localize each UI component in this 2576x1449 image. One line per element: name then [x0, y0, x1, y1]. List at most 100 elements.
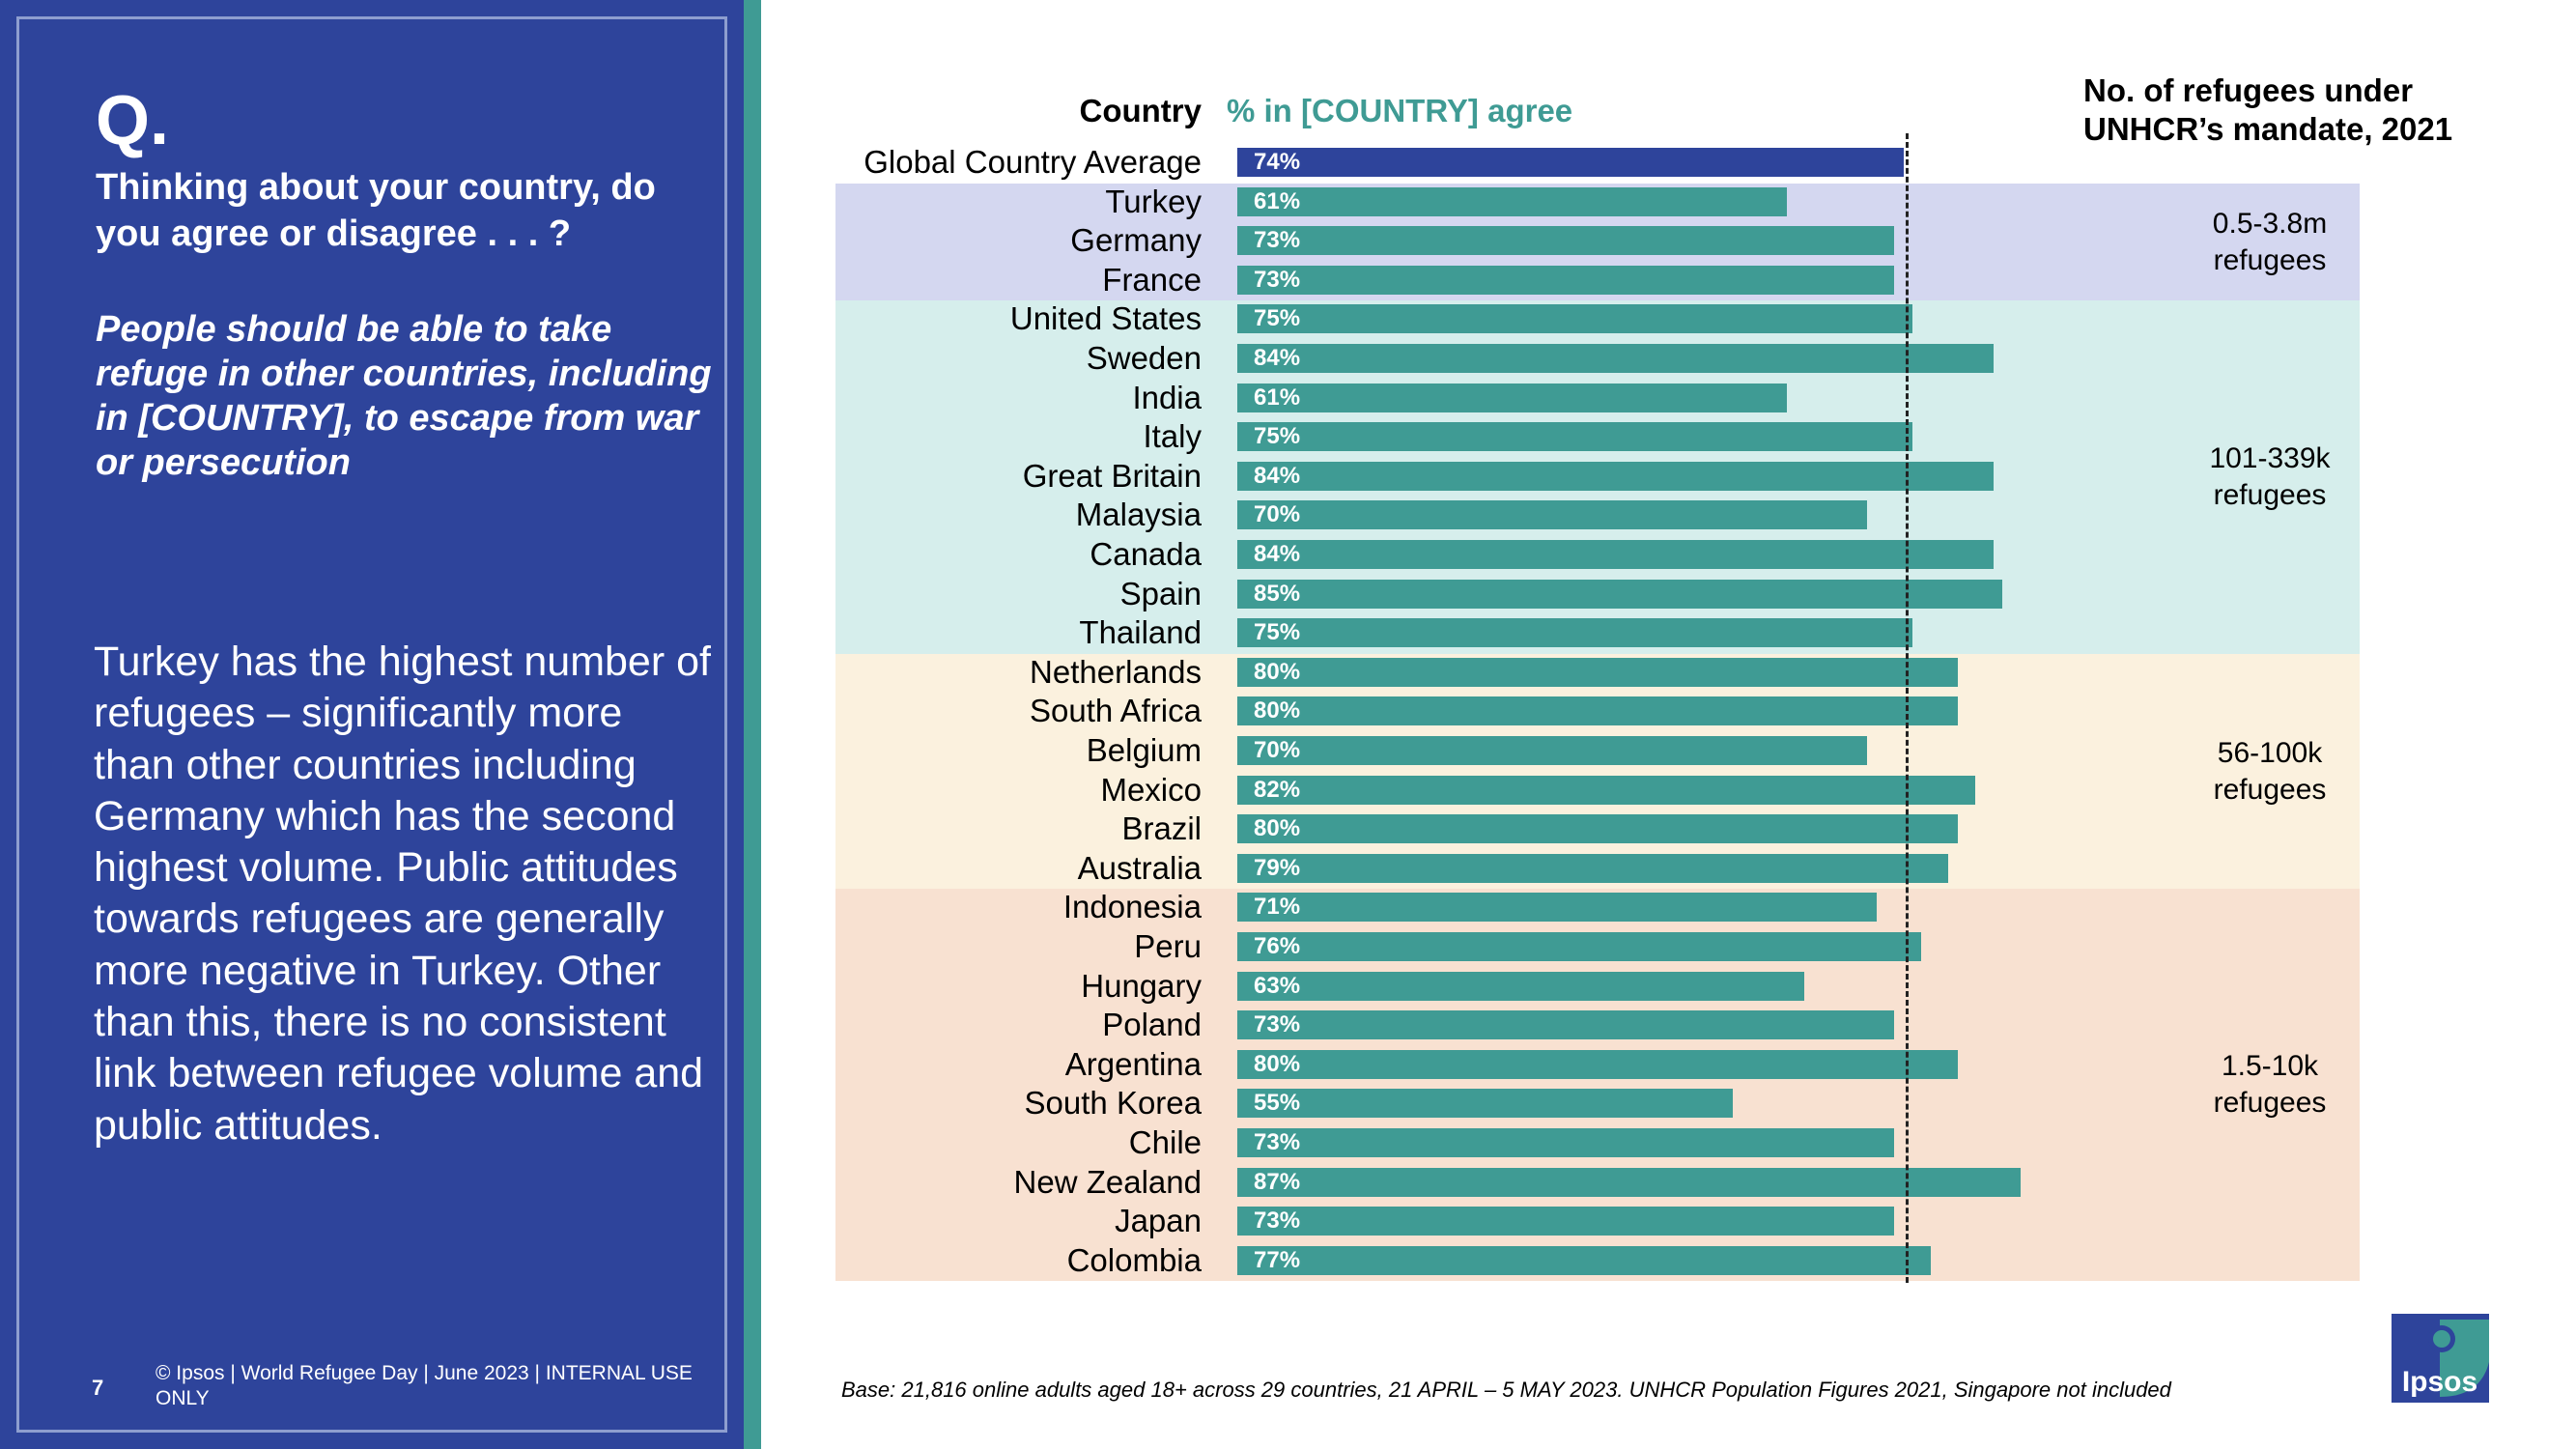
left-accent-stripe	[744, 0, 761, 1449]
country-bar	[1237, 344, 1994, 373]
bar-value-label: 70%	[1254, 737, 1301, 763]
bar-value-label: 77%	[1254, 1246, 1301, 1273]
question-text: Thinking about your country, do you agre…	[96, 167, 656, 254]
country-label: Argentina	[1064, 1045, 1202, 1082]
country-bar	[1237, 304, 1912, 334]
country-label: Canada	[1090, 536, 1202, 572]
bar-value-label: 80%	[1254, 1050, 1301, 1077]
country-bar	[1237, 971, 1805, 1001]
country-label: India	[1132, 379, 1202, 415]
country-bar	[1237, 422, 1912, 452]
country-bar	[1237, 893, 1877, 923]
country-label: Netherlands	[1030, 653, 1202, 690]
country-bar	[1237, 186, 1787, 216]
country-bar	[1237, 1207, 1895, 1236]
country-label: Australia	[1077, 849, 1202, 886]
country-label: France	[1102, 261, 1202, 298]
country-label: Italy	[1143, 418, 1202, 455]
country-bar	[1237, 1167, 2021, 1197]
country-label: Brazil	[1121, 810, 1202, 847]
country-bar	[1237, 1128, 1895, 1157]
bar-value-label: 61%	[1254, 384, 1301, 411]
country-bar	[1237, 226, 1895, 256]
country-label: Turkey	[1105, 183, 1202, 219]
group-label: 1.5-10k refugees	[2213, 1050, 2327, 1120]
agree-column-header: % in [COUNTRY] agree	[1227, 93, 1573, 128]
bar-value-label: 73%	[1254, 1011, 1301, 1038]
bar-value-label: 73%	[1254, 1129, 1301, 1155]
statement-text: People should be able to take refuge in …	[96, 309, 712, 483]
country-bar	[1237, 265, 1895, 295]
country-label: Poland	[1102, 1007, 1202, 1043]
country-label: Indonesia	[1062, 889, 1202, 925]
country-label: Hungary	[1081, 967, 1202, 1004]
ipsos-logo: Ipsos	[2392, 1314, 2489, 1403]
country-bar	[1237, 579, 2003, 609]
country-label: South Africa	[1030, 693, 1202, 729]
bar-value-label: 74%	[1254, 149, 1301, 175]
country-label: Colombia	[1066, 1241, 1202, 1278]
ipsos-logo-mark: Ipsos	[2392, 1314, 2489, 1403]
left-panel	[0, 0, 744, 1449]
country-label: New Zealand	[1013, 1163, 1202, 1200]
group-label: 101-339k refugees	[2209, 442, 2331, 512]
left-panel-frame	[16, 16, 727, 1433]
bar-value-label: 61%	[1254, 187, 1301, 214]
country-bar	[1237, 540, 1994, 569]
base-note: Base: 21,816 online adults aged 18+ acro…	[841, 1378, 2171, 1402]
group-label: 56-100k refugees	[2213, 736, 2327, 806]
bar-value-label: 85%	[1254, 580, 1301, 607]
country-label: Great Britain	[1022, 457, 1202, 494]
bar-value-label: 84%	[1254, 462, 1301, 489]
country-label: Germany	[1070, 222, 1202, 259]
country-bar	[1237, 932, 1922, 961]
bar-value-label: 55%	[1254, 1090, 1301, 1117]
bar-value-label: 73%	[1254, 227, 1301, 254]
country-bar	[1237, 814, 1958, 844]
question-marker: Q.	[96, 82, 170, 159]
country-label: Belgium	[1086, 732, 1202, 768]
bar-value-label: 80%	[1254, 697, 1301, 724]
country-label: Malaysia	[1075, 497, 1202, 533]
bar-value-label: 75%	[1254, 305, 1301, 332]
country-bar	[1237, 461, 1994, 491]
country-bar	[1237, 1245, 1931, 1275]
page-number: 7	[92, 1376, 104, 1400]
bar-value-label: 84%	[1254, 541, 1301, 567]
bar-value-label: 79%	[1254, 854, 1301, 881]
bar-value-label: 75%	[1254, 619, 1301, 646]
bar-value-label: 80%	[1254, 658, 1301, 685]
country-label: Sweden	[1086, 340, 1202, 376]
group-band	[835, 653, 2360, 890]
country-bar	[1237, 853, 1949, 883]
country-bar	[1237, 736, 1868, 765]
country-label: Chile	[1128, 1124, 1202, 1160]
ipsos-logo-text: Ipsos	[2402, 1366, 2477, 1398]
country-bar	[1237, 775, 1976, 805]
insight-text: Turkey has the highest number of refugee…	[94, 639, 711, 1149]
bar-value-label: 87%	[1254, 1168, 1301, 1195]
country-label: Japan	[1115, 1203, 1202, 1239]
bar-value-label: 76%	[1254, 933, 1301, 959]
global-average-bar	[1237, 148, 1904, 177]
refugees-column-header: No. of refugees under UNHCR’s mandate, 2…	[2083, 71, 2508, 149]
group-label: 0.5-3.8m refugees	[2212, 207, 2328, 276]
country-bar	[1237, 657, 1958, 687]
bar-value-label: 73%	[1254, 1208, 1301, 1235]
country-label: United States	[1009, 300, 1202, 337]
country-column-header: Country	[1079, 93, 1203, 128]
refugees-header-text: No. of refugees under UNHCR’s mandate, 2…	[2083, 72, 2453, 147]
country-bar	[1237, 1089, 1733, 1119]
bar-value-label: 71%	[1254, 894, 1301, 921]
bar-value-label: 63%	[1254, 972, 1301, 999]
bar-value-label: 82%	[1254, 776, 1301, 803]
country-bar	[1237, 618, 1912, 648]
country-label: South Korea	[1024, 1085, 1202, 1122]
global-average-line	[1905, 133, 1909, 1283]
copyright-note: © Ipsos | World Refugee Day | June 2023 …	[156, 1362, 693, 1409]
bar-value-label: 84%	[1254, 345, 1301, 371]
country-bar	[1237, 1010, 1895, 1040]
country-label: Global Country Average	[863, 144, 1202, 180]
country-label: Mexico	[1100, 771, 1202, 808]
country-label: Spain	[1119, 575, 1202, 611]
